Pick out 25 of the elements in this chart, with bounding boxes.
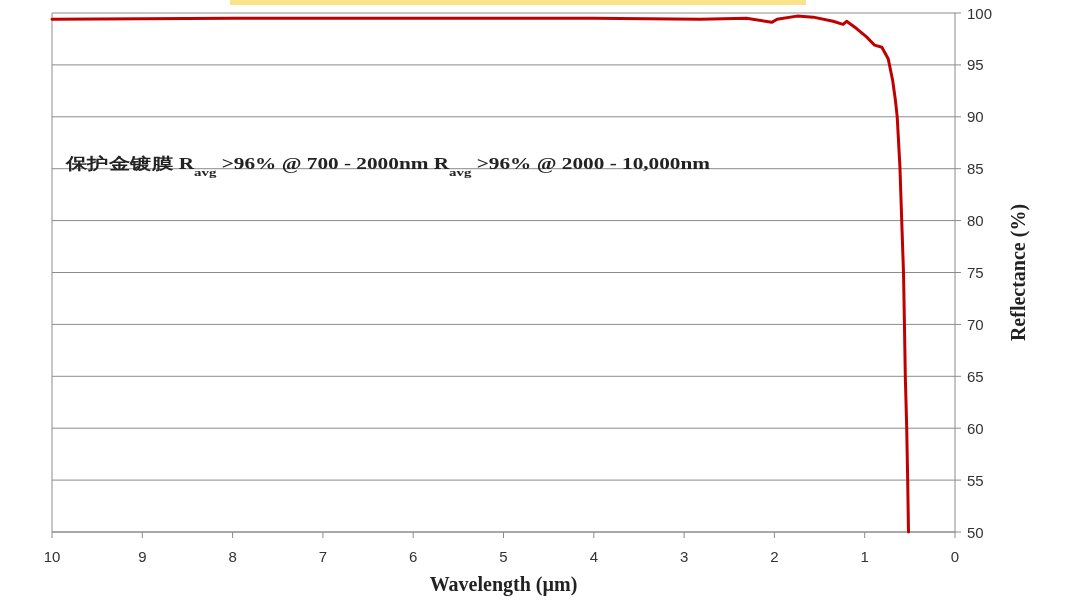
y-tick-label: 50	[967, 523, 984, 541]
x-tick-label: 4	[589, 548, 598, 565]
x-tick-label: 6	[409, 548, 418, 565]
y-tick-label: 60	[967, 419, 984, 437]
y-tick-label: 65	[967, 367, 984, 385]
y-tick-label: 90	[967, 108, 984, 126]
x-tick-label: 0	[950, 548, 960, 565]
x-tick-label: 3	[679, 548, 689, 565]
y-tick-label: 100	[967, 4, 993, 22]
x-tick-label: 9	[138, 548, 147, 565]
annotation: 保护金镀膜 R$_{avg}$ >96% @ 700 - 2000nm R$_{avg}$ >96% @ 2000 - 10,000nm	[64, 154, 711, 178]
y-tick-label: 75	[967, 264, 984, 281]
x-tick-label: 2	[770, 548, 779, 565]
x-tick-label: 8	[228, 548, 237, 565]
y-tick-label: 80	[967, 212, 984, 230]
y-tick-label: 85	[967, 160, 984, 178]
y-tick-label: 95	[967, 56, 984, 74]
x-tick-label: 1	[860, 548, 869, 565]
y-axis-title: Reflectance (%)	[1007, 203, 1030, 342]
x-tick-label: 10	[43, 548, 61, 565]
x-axis-title: Wavelength (µm)	[429, 573, 578, 596]
x-tick-label: 5	[499, 548, 508, 565]
x-tick-label: 7	[318, 548, 328, 565]
y-tick-label: 70	[967, 315, 984, 333]
y-tick-label: 55	[967, 471, 984, 489]
